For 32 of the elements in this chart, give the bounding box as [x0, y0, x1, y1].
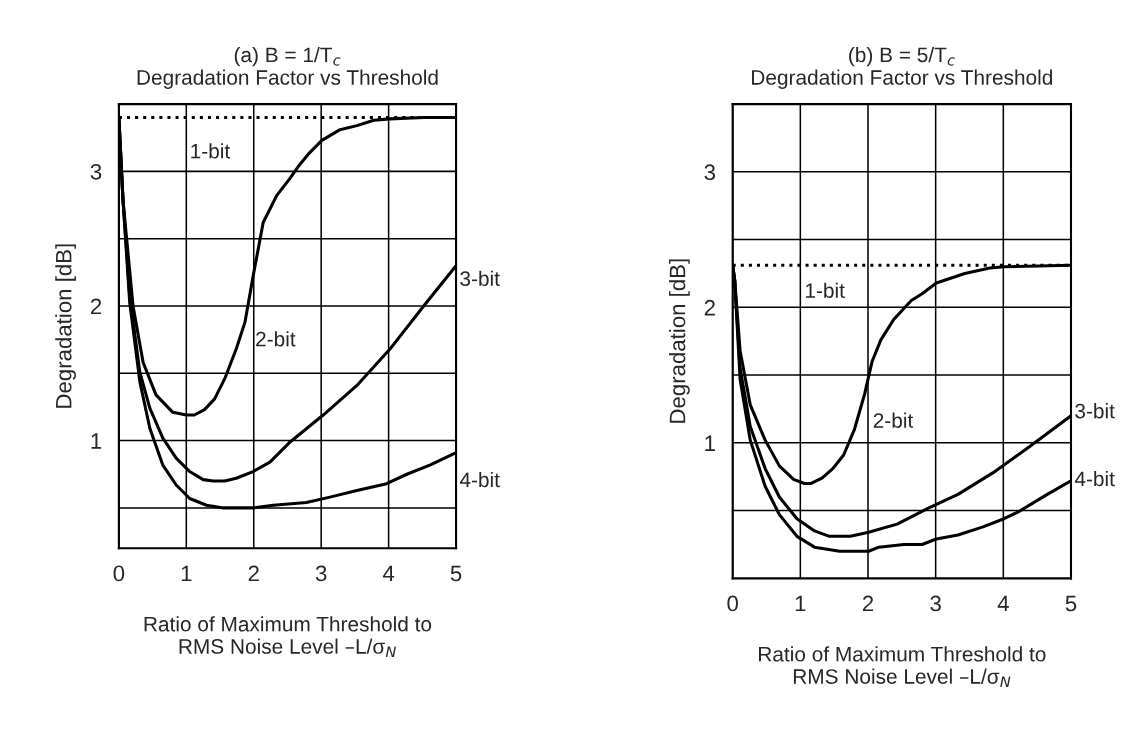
x-axis-title: Ratio of Maximum Threshold to RMS Noise Level –L/σ$_{N}$ [759, 646, 1046, 688]
chart-title: (b) B = 5/T$_{c}$ Degradation Factor vs Threshold [752, 46, 1053, 89]
x-tick-label: 0 [113, 565, 125, 582]
x-tick-label: 4 [382, 565, 395, 582]
series-label: 3-bit [460, 270, 500, 287]
x-tick-label: 3 [930, 595, 941, 612]
series-label: 2-bit [873, 412, 914, 428]
series-label: 1-bit [191, 143, 231, 159]
y-tick-label: 1 [91, 433, 102, 449]
y-tick-label: 2 [704, 299, 715, 316]
y-axis-title: Degradation [dB] [669, 259, 690, 423]
y-tick-label: 3 [704, 164, 716, 181]
y-tick-label: 3 [90, 163, 102, 180]
x-axis-title: Ratio of Maximum Threshold to RMS Noise Level –L/σ$_{N}$ [144, 616, 432, 658]
series-label: 2-bit [256, 331, 296, 347]
series-label: 4-bit [1074, 470, 1115, 487]
x-tick-label: 5 [1065, 595, 1077, 612]
x-tick-label: 5 [450, 565, 462, 582]
series-label: 3-bit [1075, 403, 1115, 419]
series-label: 1-bit [805, 282, 845, 298]
x-tick-label: 3 [315, 565, 327, 582]
x-tick-label: 1 [181, 565, 192, 582]
x-tick-label: 1 [795, 595, 806, 612]
y-axis-title: Degradation [dB] [55, 244, 76, 408]
x-tick-label: 2 [248, 565, 259, 582]
chart-title: (a) B = 1/T$_{c}$ Degradation Factor vs Threshold [137, 46, 438, 89]
x-tick-label: 4 [997, 595, 1009, 612]
x-tick-label: 0 [727, 595, 738, 612]
y-tick-label: 1 [705, 435, 715, 451]
series-label: 4-bit [459, 471, 500, 488]
y-tick-label: 2 [90, 298, 102, 315]
x-tick-label: 2 [862, 595, 874, 612]
